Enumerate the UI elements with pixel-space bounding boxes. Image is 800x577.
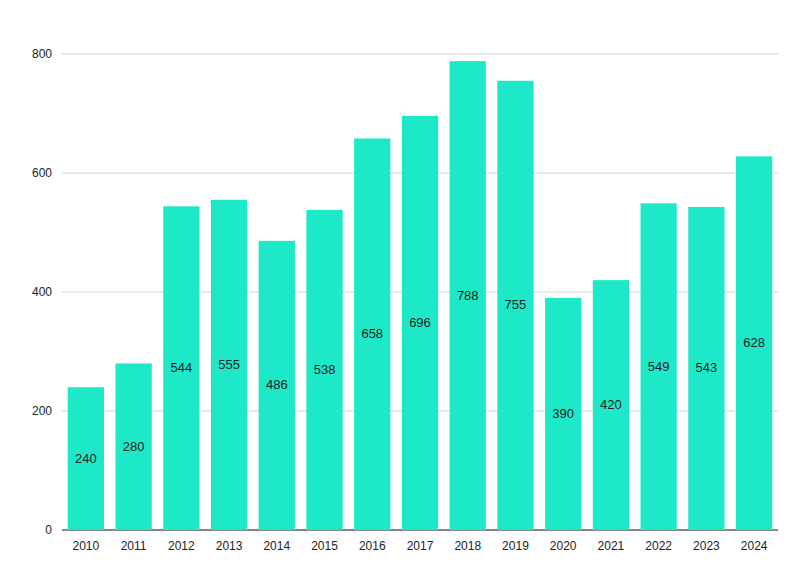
data-label: 538	[314, 362, 336, 377]
grid-line	[62, 54, 778, 55]
bar	[68, 387, 104, 530]
data-label: 555	[218, 357, 240, 372]
x-tick-label: 2022	[645, 539, 672, 553]
bar	[736, 156, 772, 530]
chart: 0 200 400 600 800 240 2010 280 2011 544 2012 555 201…	[0, 0, 800, 577]
data-label: 788	[457, 288, 479, 303]
data-label: 658	[361, 326, 383, 341]
data-label: 628	[743, 335, 765, 350]
y-tick-label: 200	[32, 404, 52, 418]
x-tick-label: 2016	[359, 539, 386, 553]
x-tick-label: 2015	[311, 539, 338, 553]
y-tick-label: 400	[32, 285, 52, 299]
data-label: 390	[552, 406, 574, 421]
bars	[68, 61, 773, 530]
data-label: 280	[123, 439, 145, 454]
labels: 240 2010 280 2011 544 2012 555 2013 486 2014 538 20…	[73, 288, 768, 553]
bar	[163, 206, 199, 530]
data-label: 420	[600, 397, 622, 412]
data-label: 543	[696, 360, 718, 375]
data-label: 240	[75, 451, 97, 466]
x-tick-label: 2024	[741, 539, 768, 553]
x-tick-label: 2014	[263, 539, 290, 553]
bar	[545, 298, 581, 530]
y-tick-label: 600	[32, 166, 52, 180]
data-label: 544	[170, 360, 192, 375]
x-tick-label: 2017	[407, 539, 434, 553]
data-label: 696	[409, 315, 431, 330]
bar	[450, 61, 486, 530]
data-label: 549	[648, 359, 670, 374]
bar	[641, 203, 677, 530]
x-tick-label: 2021	[598, 539, 625, 553]
x-tick-label: 2018	[454, 539, 481, 553]
data-label: 755	[505, 297, 527, 312]
bar	[593, 280, 629, 530]
bar	[688, 207, 724, 530]
x-tick-label: 2012	[168, 539, 195, 553]
x-tick-label: 2020	[550, 539, 577, 553]
y-tick-label: 800	[32, 47, 52, 61]
bar	[259, 241, 295, 530]
bar	[306, 210, 342, 530]
data-label: 486	[266, 377, 288, 392]
bar	[354, 138, 390, 530]
x-tick-label: 2013	[216, 539, 243, 553]
x-tick-label: 2011	[121, 539, 147, 553]
bar	[211, 200, 247, 530]
bar	[115, 363, 151, 530]
x-tick-label: 2010	[73, 539, 100, 553]
y-tick-label: 0	[45, 523, 52, 537]
bar	[402, 116, 438, 530]
x-tick-label: 2023	[693, 539, 720, 553]
x-tick-label: 2019	[502, 539, 529, 553]
bar	[497, 81, 533, 530]
